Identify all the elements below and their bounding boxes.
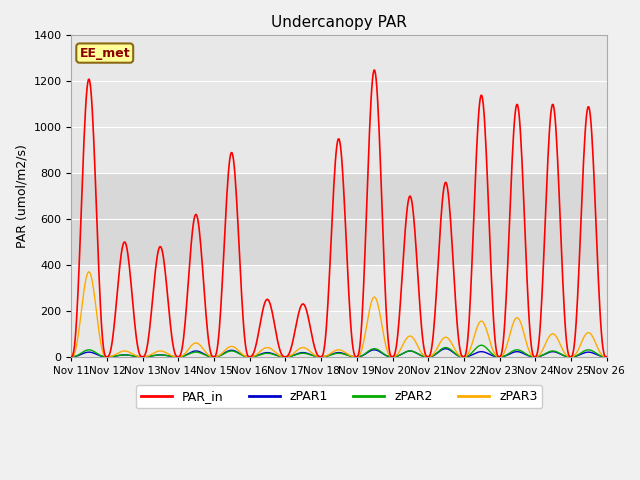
Bar (72, 173, 607, 265)
Bar (72, 265, 607, 357)
Bar (72, 36, 607, 173)
Title: Undercanopy PAR: Undercanopy PAR (271, 15, 407, 30)
Legend: PAR_in, zPAR1, zPAR2, zPAR3: PAR_in, zPAR1, zPAR2, zPAR3 (136, 385, 542, 408)
Y-axis label: PAR (umol/m2/s): PAR (umol/m2/s) (15, 144, 28, 248)
Text: EE_met: EE_met (79, 47, 130, 60)
